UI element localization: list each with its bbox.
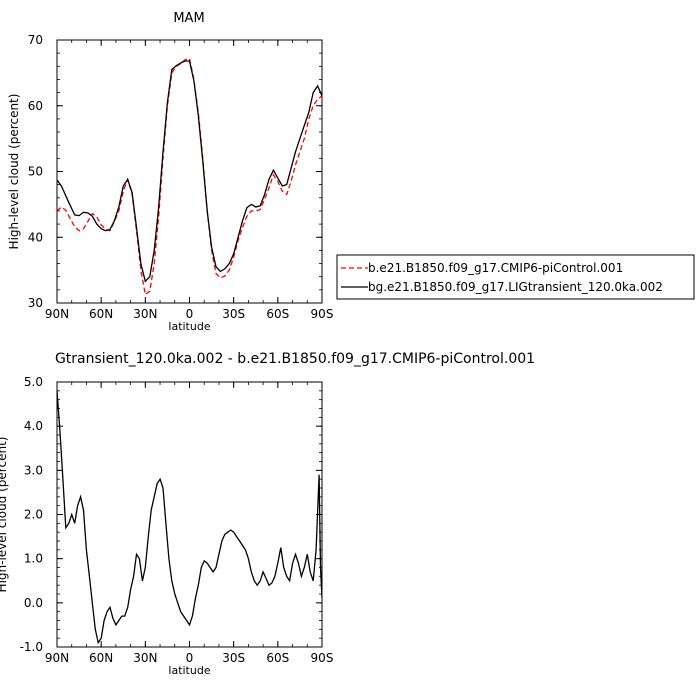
y-tick-label: 70 (28, 33, 43, 47)
y-tick-label: 3.0 (24, 463, 43, 477)
x-tick-label: 60N (89, 651, 113, 665)
chart-title: Gtransient_120.0ka.002 - b.e21.B1850.f09… (55, 351, 535, 367)
y-tick-label: 0.0 (24, 596, 43, 610)
x-tick-label: 90S (311, 307, 334, 321)
x-tick-label: 90N (45, 307, 69, 321)
series-line-2 (57, 60, 322, 283)
x-tick-label: 90S (311, 651, 334, 665)
y-tick-label: 4.0 (24, 419, 43, 433)
panel-top: MAM 90N 60N 30N 0 30S 60S 90S 30 40 50 60 70 latitude… (7, 11, 333, 333)
legend-label-series-2: bg.e21.B1850.f09_g17.LIGtransient_120.0k… (368, 280, 663, 294)
panel-bottom: Gtransient_120.0ka.002 - b.e21.B1850.f09… (0, 351, 535, 677)
plot-frame (56, 381, 323, 648)
y-tick-label: 60 (28, 99, 43, 113)
x-tick-label: 30S (222, 307, 245, 321)
legend-label-series-1: b.e21.B1850.f09_g17.CMIP6-piControl.001 (368, 261, 623, 275)
y-tick-label: 1.0 (24, 552, 43, 566)
series-line-1 (57, 57, 322, 296)
y-axis-label: High-level cloud (percent) (0, 437, 9, 593)
x-tick-label: 30S (222, 651, 245, 665)
x-tick-label: 90N (45, 651, 69, 665)
y-tick-label: 2.0 (24, 508, 43, 522)
x-tick-label: 60S (266, 651, 289, 665)
chart-title: MAM (173, 11, 204, 26)
y-axis-label: High-level cloud (percent) (7, 94, 21, 250)
series-line-1 (57, 390, 322, 645)
x-tick-label: 60S (266, 307, 289, 321)
x-tick-label: 30N (133, 651, 157, 665)
y-tick-label: 50 (28, 165, 43, 179)
y-tick-label: 30 (28, 296, 43, 310)
x-axis-label: latitude (168, 320, 210, 333)
y-tick-label: 40 (28, 230, 43, 244)
x-axis-label: latitude (168, 664, 210, 677)
y-tick-label: 5.0 (24, 375, 43, 389)
x-tick-label: 60N (89, 307, 113, 321)
y-tick-label: -1.0 (20, 640, 43, 654)
x-tick-label: 0 (186, 651, 194, 665)
legend: b.e21.B1850.f09_g17.CMIP6-piControl.001 … (336, 254, 695, 300)
x-tick-label: 0 (186, 307, 194, 321)
legend-box (336, 254, 695, 300)
x-tick-label: 30N (133, 307, 157, 321)
plot-frame (56, 39, 323, 304)
